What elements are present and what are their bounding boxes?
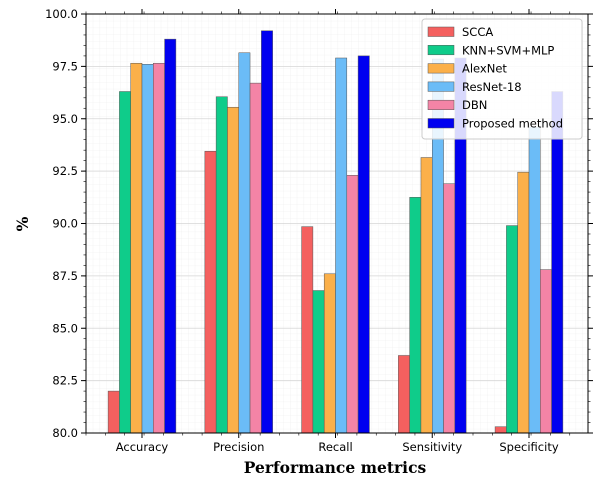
y-tick-label: 85.0	[52, 321, 78, 335]
y-tick-label: 87.5	[52, 269, 78, 283]
legend-label: Proposed method	[462, 117, 563, 131]
bar	[227, 106, 239, 434]
y-tick-label: 90.0	[52, 217, 78, 231]
bar	[443, 183, 456, 434]
bar	[141, 64, 154, 434]
bar	[335, 57, 348, 434]
bar	[238, 52, 251, 434]
legend-label: KNN+SVM+MLP	[462, 43, 554, 57]
x-tick-label: Specificity	[499, 440, 558, 454]
bar	[540, 269, 552, 434]
x-tick-label: Recall	[318, 440, 352, 454]
y-tick-label: 95.0	[52, 112, 78, 126]
legend-label: ResNet-18	[462, 80, 522, 94]
bar	[409, 197, 422, 434]
bar	[506, 225, 518, 434]
legend-swatch	[427, 81, 455, 92]
y-tick-label: 100.0	[45, 7, 78, 21]
bar	[119, 91, 131, 434]
legend-swatch	[427, 63, 455, 74]
bar	[164, 38, 177, 434]
x-tick-label: Precision	[213, 440, 264, 454]
bar	[249, 82, 262, 434]
bar	[346, 175, 359, 434]
bars	[107, 30, 564, 434]
legend-label: AlexNet	[462, 62, 507, 76]
legend-swatch	[427, 45, 455, 56]
bar	[517, 171, 530, 434]
bar	[528, 126, 541, 434]
bar	[107, 390, 120, 434]
x-axis-ticks: Accuracy Precision Recall Sensitivity Specif…	[85, 9, 571, 454]
y-axis-ticks: 80.0 82.5 85.0 87.5 90.0 92.5 95.0 97.5 100.0	[45, 7, 593, 440]
bar	[357, 55, 370, 434]
bar	[312, 290, 325, 434]
bar	[130, 62, 143, 434]
y-tick-label: 92.5	[52, 164, 78, 178]
legend-label: DBN	[462, 98, 487, 112]
legend: SCCA KNN+SVM+MLP AlexNet ResNet-18 DBN Propos…	[421, 18, 583, 140]
y-tick-label: 80.0	[52, 426, 78, 440]
legend-box	[421, 18, 583, 140]
bar	[215, 96, 228, 434]
y-tick-label: 82.5	[52, 374, 78, 388]
x-tick-label: Accuracy	[116, 440, 169, 454]
bar	[420, 157, 433, 434]
bar	[551, 91, 564, 434]
x-axis-title: Performance metrics	[244, 458, 427, 477]
bar	[301, 226, 314, 434]
y-axis-title: %	[13, 216, 32, 231]
legend-swatch	[427, 99, 455, 110]
bar	[323, 273, 336, 434]
bar	[494, 426, 507, 434]
bar	[261, 30, 273, 434]
bar	[204, 150, 217, 434]
legend-label: SCCA	[462, 25, 493, 39]
bar	[153, 62, 165, 434]
x-tick-label: Sensitivity	[402, 440, 462, 454]
y-tick-label: 97.5	[52, 59, 78, 73]
legend-swatch	[427, 118, 455, 129]
legend-swatch	[427, 26, 455, 37]
bar	[398, 355, 410, 434]
